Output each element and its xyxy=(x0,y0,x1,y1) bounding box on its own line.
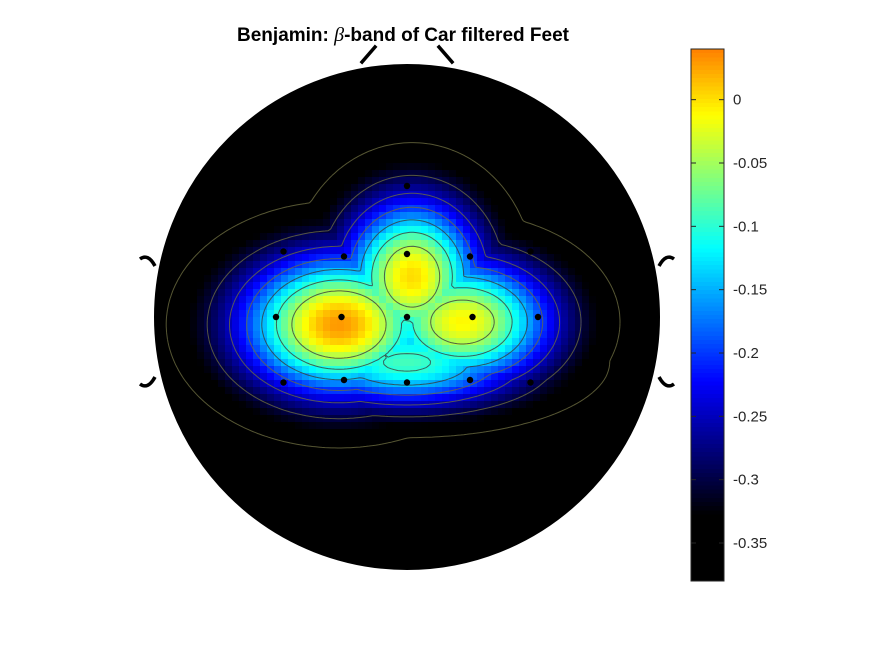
contour-lines xyxy=(165,142,621,449)
electrode-markers xyxy=(272,182,542,386)
colorbar-tick-label: -0.25 xyxy=(733,408,767,425)
electrode-marker xyxy=(403,313,411,321)
colorbar-tick-label: -0.2 xyxy=(733,345,759,362)
left-ear-icon xyxy=(138,255,157,388)
colorbar-frame xyxy=(690,48,725,582)
colorbar-gradient xyxy=(691,49,724,581)
electrode-marker xyxy=(466,376,474,384)
colorbar-tick-label: -0.05 xyxy=(733,155,767,172)
colorbar-tick-label: -0.35 xyxy=(733,535,767,552)
colorbar-ticks: 0 -0.05 -0.1 -0.15 -0.2 -0.25 -0.3 -0.35 xyxy=(691,92,767,552)
electrode-marker xyxy=(403,379,411,386)
electrode-marker xyxy=(280,379,287,386)
contour-line xyxy=(291,245,495,359)
electrode-marker xyxy=(340,253,348,260)
colorbar-tick-label: -0.15 xyxy=(733,282,767,299)
electrode-marker xyxy=(338,313,345,321)
contour-line xyxy=(229,192,561,406)
electrode-marker xyxy=(527,379,534,386)
contour-line xyxy=(165,142,621,449)
right-ear-icon xyxy=(657,255,676,388)
electrode-marker xyxy=(466,253,474,260)
beta-symbol: β xyxy=(333,24,344,46)
colorbar-tick-label: -0.1 xyxy=(733,218,759,235)
contour-line xyxy=(275,231,513,372)
electrode-marker xyxy=(340,376,348,384)
colorbar-tick-label: 0 xyxy=(733,92,741,109)
nose-icon xyxy=(359,44,455,65)
electrode-marker xyxy=(527,248,534,255)
electrode-marker xyxy=(272,313,280,321)
electrode-marker xyxy=(403,250,411,258)
contour-line xyxy=(261,219,528,386)
electrode-marker xyxy=(469,313,476,321)
electrode-marker xyxy=(534,313,542,321)
electrode-marker xyxy=(403,182,411,190)
head-outline xyxy=(154,64,660,570)
colorbar-tick-label: -0.3 xyxy=(733,472,759,489)
chart-title: Benjamin: β-band of Car filtered Feet xyxy=(237,24,570,46)
electrode-marker xyxy=(280,248,287,255)
contour-line xyxy=(206,174,582,420)
